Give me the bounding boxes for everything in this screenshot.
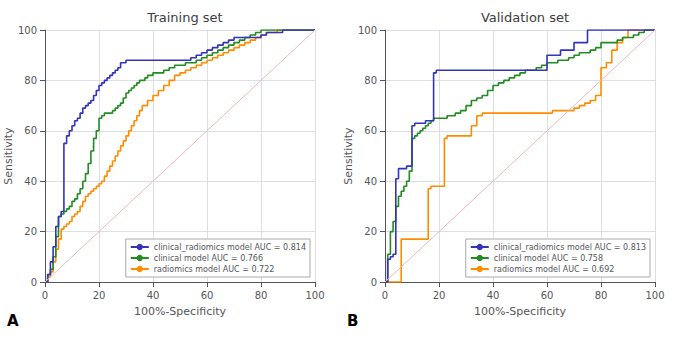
svg-text:80: 80: [595, 290, 608, 301]
svg-text:40: 40: [24, 176, 37, 187]
svg-text:20: 20: [433, 290, 446, 301]
svg-text:0: 0: [31, 277, 37, 288]
svg-text:100%-Specificity: 100%-Specificity: [474, 305, 567, 318]
svg-text:60: 60: [201, 290, 214, 301]
svg-text:0: 0: [42, 290, 48, 301]
svg-text:40: 40: [147, 290, 160, 301]
svg-text:100: 100: [645, 290, 664, 301]
svg-text:80: 80: [24, 75, 37, 86]
svg-text:Training set: Training set: [146, 10, 222, 25]
svg-text:60: 60: [541, 290, 554, 301]
svg-text:20: 20: [364, 226, 377, 237]
svg-text:100: 100: [305, 290, 324, 301]
svg-text:clinical_radiomics model AUC =: clinical_radiomics model AUC = 0.814: [154, 243, 306, 252]
svg-text:20: 20: [24, 226, 37, 237]
svg-text:Validation set: Validation set: [481, 10, 569, 25]
svg-text:100: 100: [18, 25, 37, 36]
svg-text:60: 60: [364, 125, 377, 136]
svg-text:20: 20: [93, 290, 106, 301]
svg-text:40: 40: [364, 176, 377, 187]
svg-text:80: 80: [364, 75, 377, 86]
svg-text:60: 60: [24, 125, 37, 136]
svg-text:B: B: [347, 312, 358, 330]
svg-text:100%-Specificity: 100%-Specificity: [134, 305, 227, 318]
svg-text:40: 40: [487, 290, 500, 301]
svg-text:radiomics model AUC = 0.692: radiomics model AUC = 0.692: [494, 265, 615, 274]
svg-text:0: 0: [371, 277, 377, 288]
svg-text:Sensitivity: Sensitivity: [2, 127, 15, 185]
svg-text:radiomics model AUC = 0.722: radiomics model AUC = 0.722: [154, 265, 275, 274]
svg-text:clinical model AUC = 0.766: clinical model AUC = 0.766: [154, 254, 263, 263]
svg-text:clinical model AUC = 0.758: clinical model AUC = 0.758: [494, 254, 603, 263]
svg-text:100: 100: [358, 25, 377, 36]
svg-text:A: A: [7, 312, 19, 330]
svg-text:Sensitivity: Sensitivity: [342, 127, 355, 185]
svg-text:clinical_radiomics model AUC =: clinical_radiomics model AUC = 0.813: [494, 243, 646, 252]
svg-text:80: 80: [255, 290, 268, 301]
svg-text:0: 0: [382, 290, 388, 301]
